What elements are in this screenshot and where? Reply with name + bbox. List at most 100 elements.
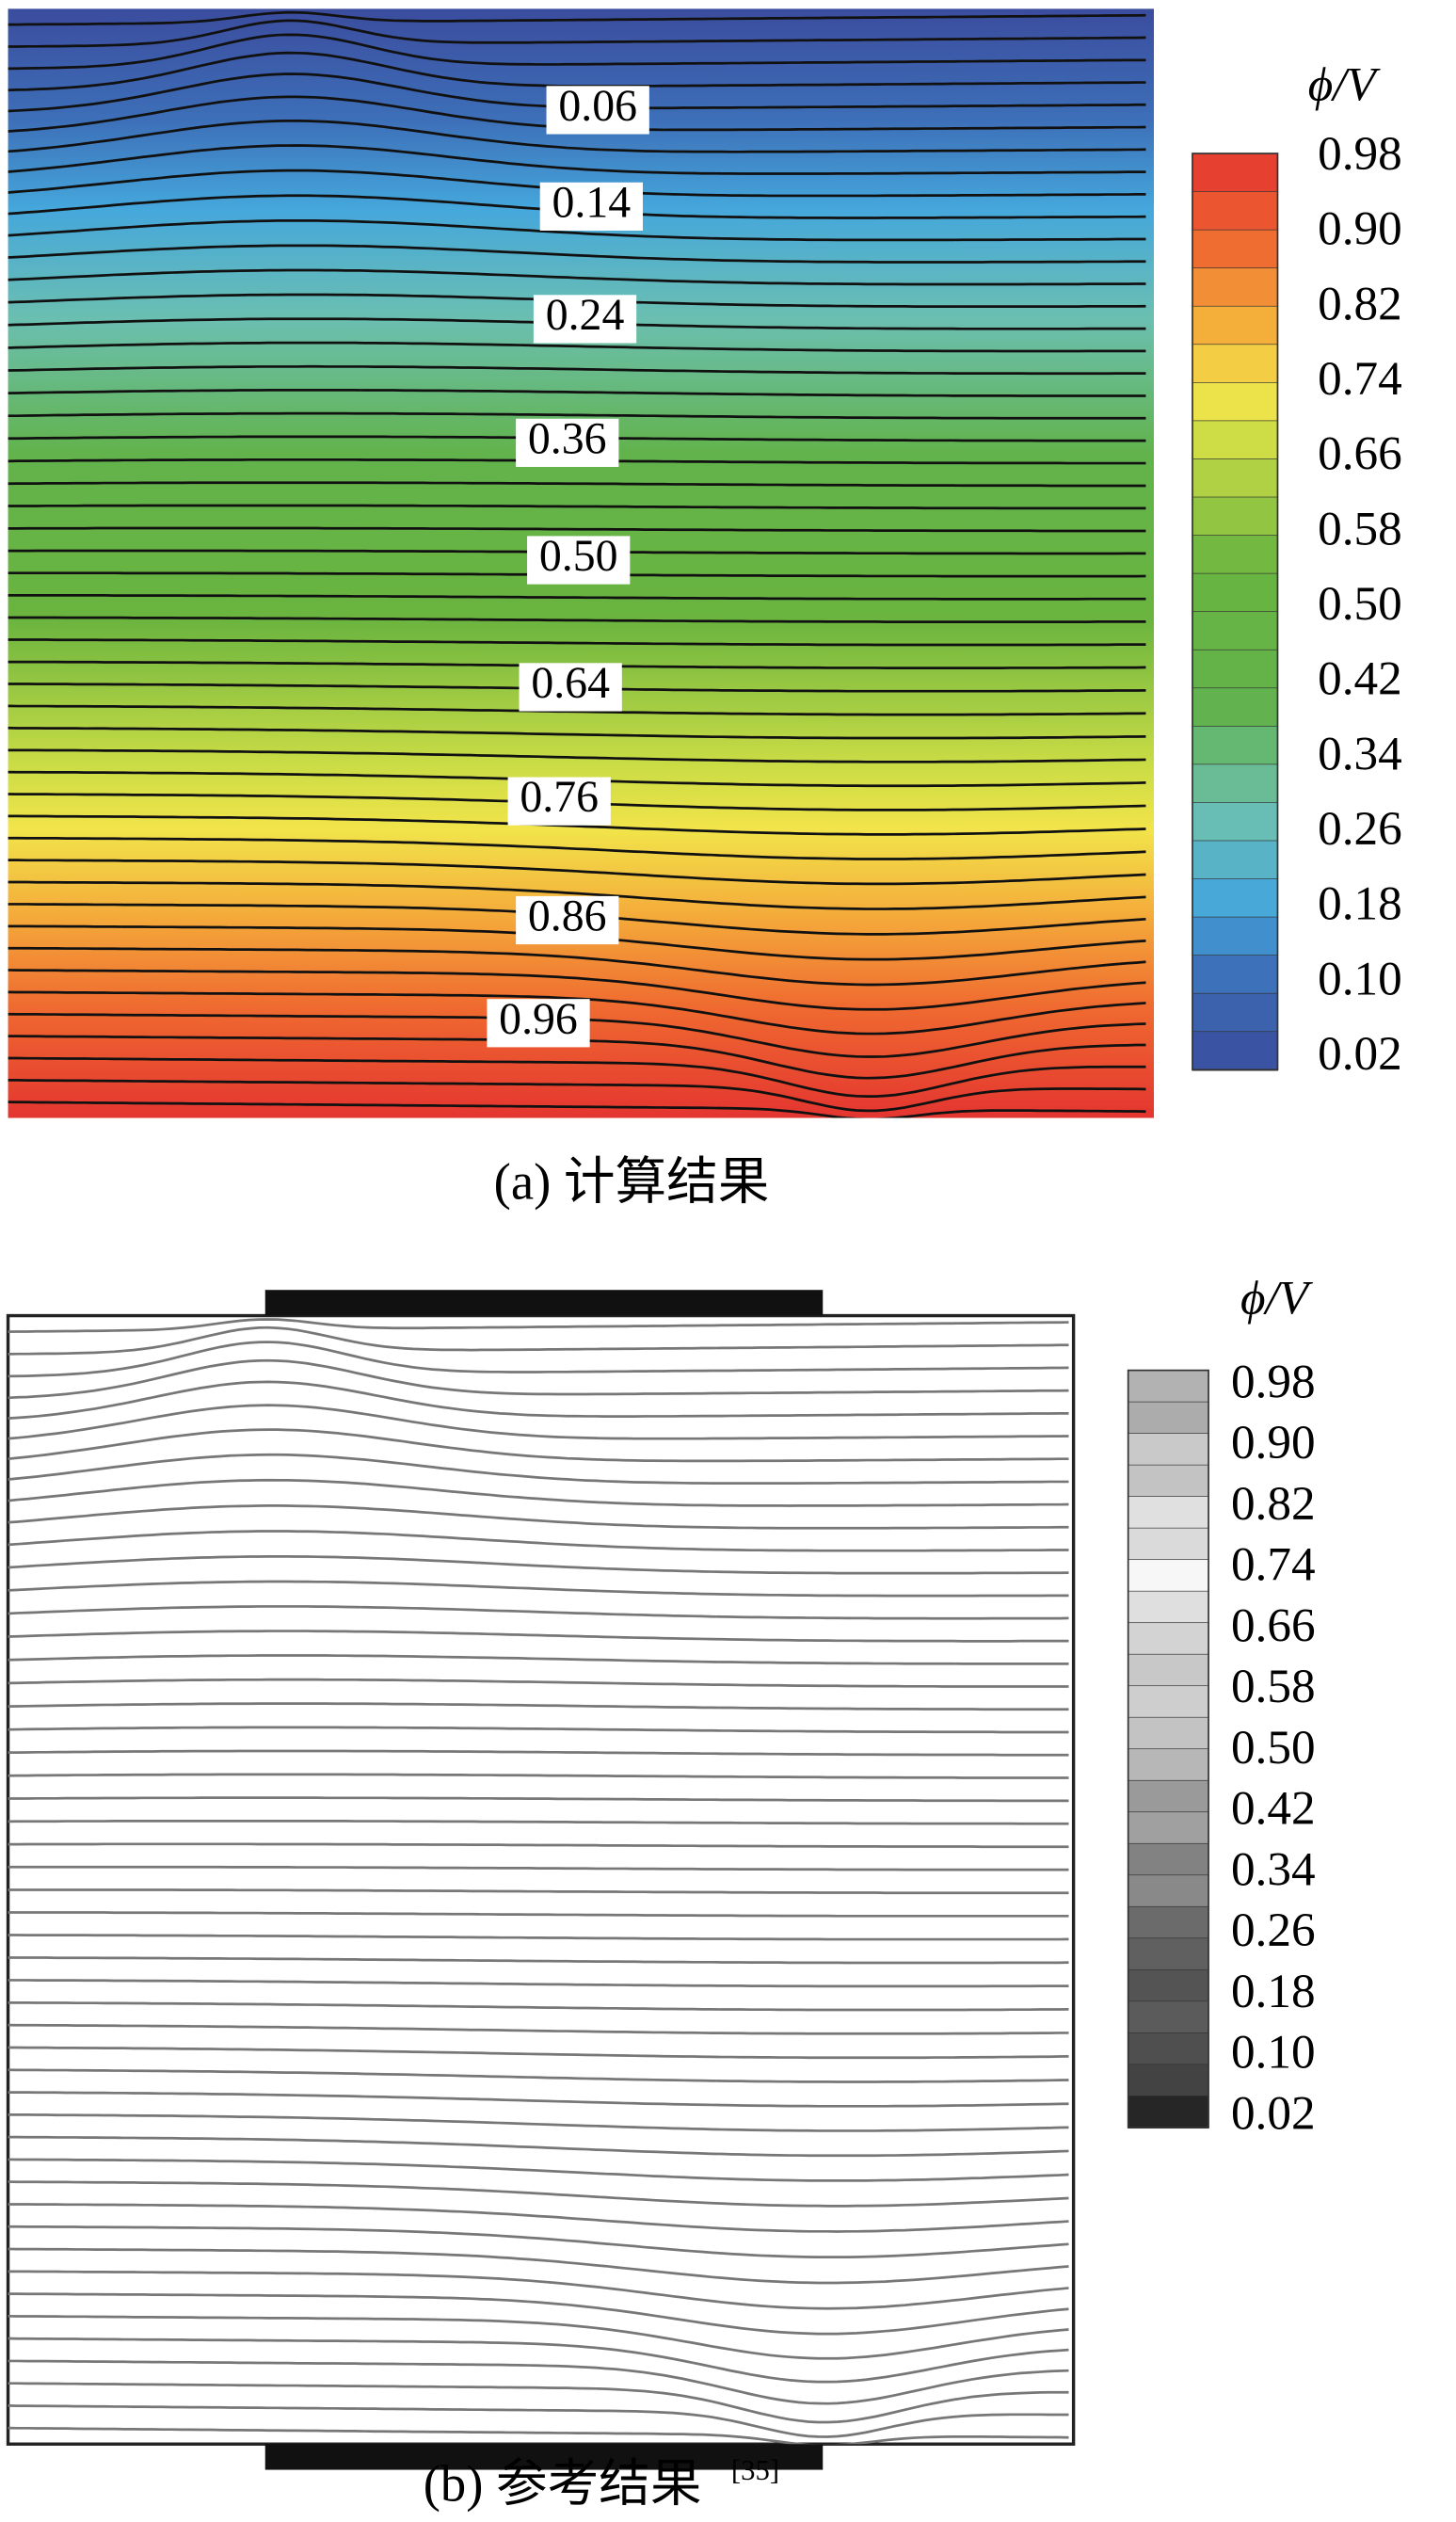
colorbar-band	[1192, 496, 1278, 537]
contour-line	[8, 19, 1146, 48]
contour-line	[8, 1453, 1069, 1486]
label-box	[527, 536, 631, 585]
colorbar-label: 0.58	[1318, 502, 1402, 555]
contour-line	[8, 1478, 1069, 1507]
colorbar-label: 0.50	[1318, 577, 1402, 631]
colorbar-band	[1192, 153, 1278, 193]
contour-line	[8, 1100, 1146, 1118]
contour-line	[8, 1773, 1069, 1779]
colorbar-band	[1128, 1401, 1209, 1435]
contour-line	[8, 1380, 1069, 1421]
contour-line	[8, 1956, 1069, 1965]
colorbar-band	[1192, 687, 1278, 728]
colorbar-band	[1192, 763, 1278, 804]
label-box	[516, 418, 619, 467]
colorbar-band	[1128, 1622, 1209, 1656]
colorbar-band	[1192, 344, 1278, 384]
contour-line	[8, 1726, 1069, 1734]
contour-line	[8, 1654, 1069, 1665]
colorbar-band	[1128, 1874, 1209, 1908]
colorbar-band	[1128, 1433, 1209, 1467]
colorbar-band	[1192, 611, 1278, 651]
contour-line	[8, 1428, 1069, 1463]
colorbar-band	[1128, 1496, 1209, 1530]
colorbar-band	[1192, 1031, 1278, 1071]
contour-label: 0.64	[531, 658, 610, 708]
contour-line	[8, 504, 1146, 510]
contours-b	[8, 1318, 1069, 2445]
colorbar-label: 0.42	[1318, 652, 1402, 706]
contour-line	[8, 2046, 1069, 2060]
colorbar-frame	[1127, 1369, 1209, 2128]
contour-line	[8, 1749, 1069, 1757]
colorbar-label: 0.02	[1318, 1027, 1402, 1081]
contour-line	[8, 2404, 1069, 2438]
contour-line	[8, 33, 1146, 71]
contour-line	[8, 526, 1146, 533]
contour-line	[8, 268, 1146, 286]
contour-line	[8, 1888, 1069, 1895]
colorbar-label: 0.66	[1231, 1598, 1316, 1652]
colorbar-band	[1128, 2000, 1209, 2034]
contour-line	[8, 814, 1146, 836]
contour-line	[8, 1605, 1069, 1620]
colorbar-band	[1192, 535, 1278, 575]
colorbar-band	[1128, 1968, 1209, 2003]
contour-line	[8, 2247, 1069, 2285]
contour-line	[8, 704, 1146, 716]
colorbar-band	[1128, 1716, 1209, 1750]
contour-line	[8, 594, 1146, 601]
contour-line	[8, 1979, 1069, 1988]
contour-line	[8, 1318, 1069, 1333]
contour-label: 0.24	[546, 290, 625, 340]
contour-line	[8, 1341, 1069, 1378]
colorbar-band	[1128, 1370, 1209, 1404]
contour-line	[8, 946, 1146, 987]
contour-line	[8, 2337, 1069, 2384]
colorbar-band	[1192, 878, 1278, 919]
label-box	[516, 895, 619, 945]
contour-line	[8, 1796, 1069, 1803]
contour-line	[8, 2023, 1069, 2035]
colorbar-band	[1192, 191, 1278, 232]
contour-line	[8, 10, 1146, 26]
label-box	[533, 295, 637, 344]
contour-line	[8, 1056, 1146, 1099]
colorbar-label: 0.26	[1318, 802, 1402, 856]
colorbar-band	[1192, 916, 1278, 956]
colorbar-band	[1192, 305, 1278, 345]
colorbar-band	[1192, 382, 1278, 423]
contour-line	[8, 880, 1146, 910]
colorbar-label: 0.26	[1231, 1904, 1316, 1957]
colorbar-band	[1192, 420, 1278, 460]
contour-line	[8, 969, 1146, 1011]
colorbar-band	[1128, 1937, 1209, 1971]
colorbar-band	[1128, 1590, 1209, 1624]
colorbar-band	[1128, 1464, 1209, 1498]
contour-label: 0.50	[539, 531, 618, 581]
colorbar-band	[1192, 992, 1278, 1033]
contour-line	[8, 1504, 1069, 1530]
contour-line	[8, 1325, 1069, 1356]
contour-line	[8, 1934, 1069, 1941]
contour-line	[8, 219, 1146, 242]
colorbar-label: 0.66	[1318, 427, 1402, 481]
contour-line	[8, 1911, 1069, 1918]
colorbar-frame	[1192, 153, 1279, 1071]
contour-label: 0.96	[499, 994, 578, 1044]
contour-line	[8, 2091, 1069, 2108]
contour-line	[8, 411, 1146, 420]
colorbar-label: 0.74	[1231, 1538, 1316, 1592]
colorbar-label: 0.34	[1318, 727, 1402, 780]
colorbar-band	[1128, 1811, 1209, 1845]
colorbar-title: ϕ/V	[1308, 57, 1382, 111]
contour-label: 0.14	[552, 177, 632, 227]
contour-line	[8, 1630, 1069, 1643]
colorbar-label: 0.98	[1318, 127, 1402, 181]
contour-line	[8, 1865, 1069, 1871]
contour-line	[8, 1580, 1069, 1598]
contour-line	[8, 2112, 1069, 2132]
contour-line	[8, 120, 1146, 153]
contour-line	[8, 1530, 1069, 1552]
